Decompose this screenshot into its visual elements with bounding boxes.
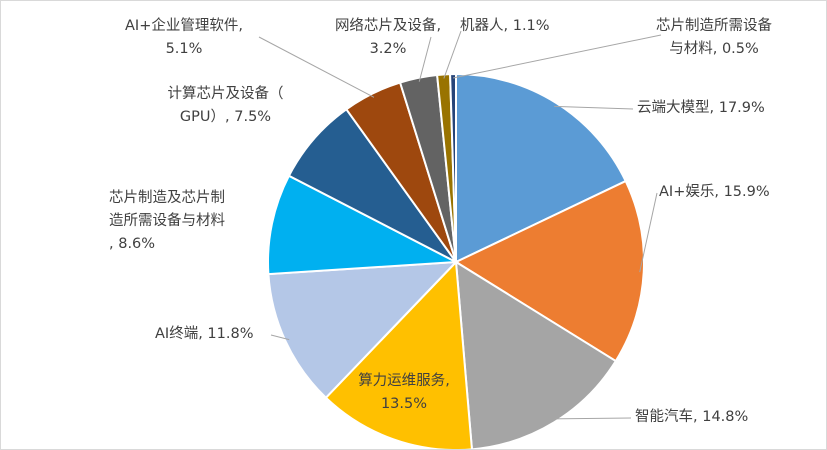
pie-slice-5 (267, 174, 460, 276)
data-label-smart-car: 智能汽车, 14.8% (635, 409, 749, 425)
leader-line-7 (258, 36, 375, 98)
leader-line-4 (270, 334, 290, 341)
data-label-compute-ops: 算力运维服务, 13.5% (358, 373, 450, 412)
leader-line-10 (453, 34, 662, 79)
data-label-cloud-llm: 云端大模型, 17.9% (637, 100, 765, 116)
data-label-network-chip: 网络芯片及设备, 3.2% (334, 18, 442, 57)
data-label-robot: 机器人, 1.1% (460, 18, 550, 34)
data-label-chip-mfg: 芯片制造及芯片制 造所需设备与材料 , 8.6% (109, 190, 225, 252)
leader-line-1 (639, 192, 658, 273)
pie-slice-2 (454, 260, 618, 449)
data-label-ai-entertainment: AI+娱乐, 15.9% (659, 184, 770, 200)
pie-slice-4 (267, 260, 459, 400)
pie-slice-3 (324, 259, 473, 449)
leader-line-9 (443, 30, 462, 79)
leader-line-2 (552, 417, 632, 420)
pie-slice-1 (453, 179, 645, 363)
data-label-ai-enterprise-software: AI+企业管理软件, 5.1% (125, 18, 243, 57)
data-label-chip-mfg-equip: 芯片制造所需设备 与材料, 0.5% (656, 18, 772, 57)
leader-line-0 (554, 105, 634, 110)
pie-slice-10 (449, 72, 457, 263)
data-label-ai-terminal: AI终端, 11.8% (155, 326, 254, 342)
data-label-compute-chip-gpu: 计算芯片及设备（ GPU）, 7.5% (167, 86, 284, 125)
leader-line-8 (418, 36, 432, 82)
pie-slice-0 (455, 72, 628, 264)
